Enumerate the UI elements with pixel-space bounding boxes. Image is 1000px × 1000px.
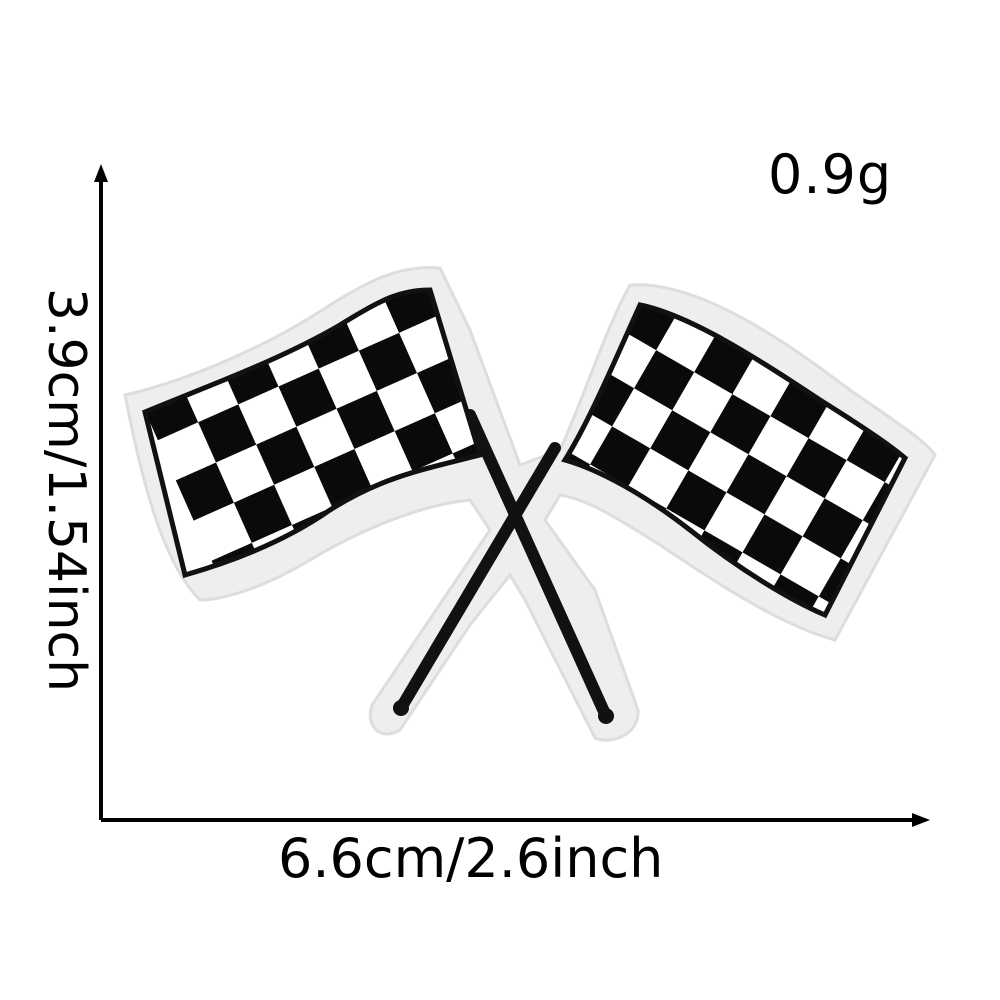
right-flag-pole: [395, 442, 561, 714]
left-flag-pole: [464, 409, 612, 722]
flag-poles: [395, 409, 612, 722]
up-arrow-icon: [94, 164, 108, 182]
width-dimension-label: 6.6cm/2.6inch: [278, 827, 664, 890]
height-dimension-text: 3.9cm/1.54inch: [36, 287, 96, 693]
weight-label: 0.9g: [768, 143, 893, 206]
left-pole-tip: [393, 700, 409, 716]
dimension-axes: [94, 164, 930, 827]
right-arrow-icon: [912, 813, 930, 827]
right-pole-tip: [598, 708, 614, 724]
